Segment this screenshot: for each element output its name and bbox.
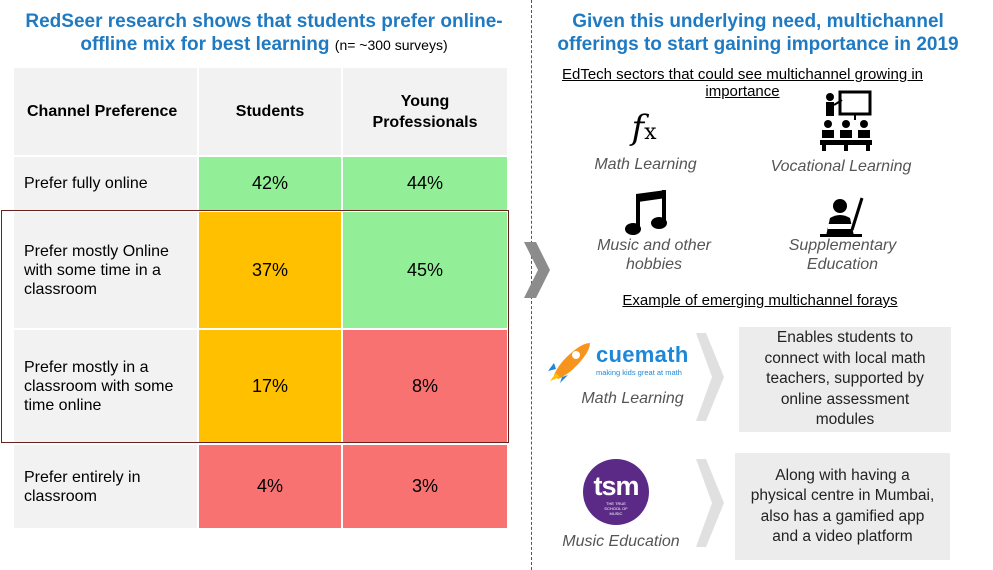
cuemath-logo-text: cuemath	[596, 342, 689, 367]
header-students: Students	[199, 68, 341, 155]
chevron-right-icon	[524, 242, 550, 298]
row-label-mostly-classroom: Prefer mostly in a classroom with some t…	[14, 330, 197, 443]
tsm-logo: tsm THE TRUE SCHOOL OF MUSIC	[583, 459, 649, 525]
highlight-box	[1, 210, 509, 443]
header-young-professionals: Young Professionals	[343, 68, 507, 155]
sector-music-label: Music and other hobbies	[597, 237, 711, 273]
music-note-icon	[625, 190, 667, 235]
students-fully-online: 42%	[199, 157, 341, 210]
left-title-line1: RedSeer research shows that students pre…	[25, 11, 503, 32]
cuemath-logo: cuemath making kids great at math	[596, 342, 689, 378]
forays-heading: Example of emerging multichannel forays	[622, 292, 898, 309]
survey-note: (n= ~300 surveys)	[334, 37, 448, 53]
young-entirely-classroom: 3%	[343, 445, 507, 528]
students-entirely-classroom: 4%	[199, 445, 341, 528]
example-math-label: Math Learning	[581, 390, 684, 407]
young-mostly-online: 45%	[343, 212, 507, 328]
left-title-line2: offline mix for best learning	[80, 34, 330, 55]
row-label-mostly-online: Prefer mostly Online with some time in a…	[14, 212, 197, 328]
rocket-icon	[548, 343, 590, 383]
example-music-label: Music Education	[562, 533, 680, 550]
tsm-description: Along with having a physical centre in M…	[735, 453, 950, 560]
students-mostly-classroom: 17%	[199, 330, 341, 443]
chevron-right-icon	[696, 459, 724, 547]
right-title: Given this underlying need, multichannel…	[548, 10, 968, 56]
chevron-right-icon	[696, 333, 724, 421]
cuemath-description: Enables students to connect with local m…	[739, 327, 951, 432]
header-channel-preference: Channel Preference	[14, 68, 197, 155]
row-label-fully-online: Prefer fully online	[14, 157, 197, 210]
sectors-heading: EdTech sectors that could see multichann…	[561, 66, 924, 100]
sector-math-label: Math Learning	[594, 156, 697, 173]
sector-vocational-label: Vocational Learning	[770, 158, 912, 175]
right-title-line1: Given this underlying need, multichannel	[572, 11, 944, 32]
young-fully-online: 44%	[343, 157, 507, 210]
tsm-logo-text: tsm	[593, 471, 639, 501]
row-label-entirely-classroom: Prefer entirely in classroom	[14, 445, 197, 528]
students-mostly-online: 37%	[199, 212, 341, 328]
sector-supplementary-label: Supplementary Education	[788, 237, 897, 273]
cuemath-tagline: making kids great at math	[596, 368, 682, 377]
young-mostly-classroom: 8%	[343, 330, 507, 443]
function-icon: fx	[631, 108, 657, 148]
classroom-icon	[820, 90, 872, 151]
student-reading-icon	[820, 197, 864, 237]
right-title-line2: offerings to start gaining importance in…	[557, 34, 959, 55]
tsm-tagline: THE TRUE SCHOOL OF MUSIC	[604, 501, 628, 516]
left-title: RedSeer research shows that students pre…	[14, 10, 514, 57]
